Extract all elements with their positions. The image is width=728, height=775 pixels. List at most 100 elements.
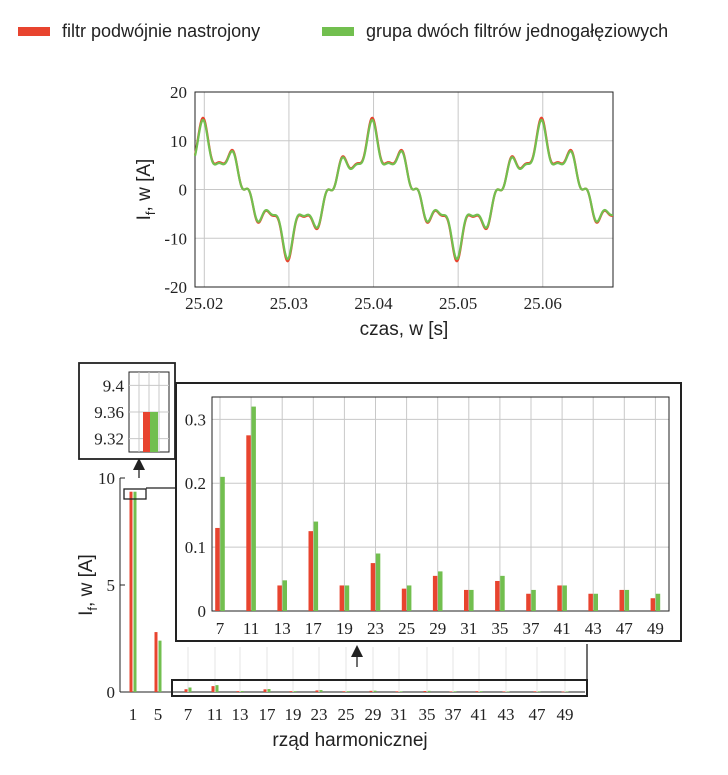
line-xtick-label: 25.06 <box>524 294 562 313</box>
bar-xtick-label: 43 <box>498 705 515 724</box>
bar-xtick-label: 13 <box>232 705 249 724</box>
bar-green-5 <box>158 640 162 692</box>
zoom-xtick-label: 25 <box>398 619 415 638</box>
zoom-xtick-label: 35 <box>491 619 508 638</box>
zoom-bar-red-41 <box>557 585 562 611</box>
zoom-xtick-label: 49 <box>647 619 664 638</box>
zoom-ytick-label: 0.3 <box>185 410 206 429</box>
line-ylabel-main: I <box>134 215 155 220</box>
zoom-ytick-label: 0.2 <box>185 474 206 493</box>
bar-xtick-label: 31 <box>391 705 408 724</box>
zoom-bar-green-43 <box>593 593 598 611</box>
zoom-bar-red-29 <box>432 575 438 611</box>
legend-label-double-tuned: filtr podwójnie nastrojony <box>62 20 261 41</box>
legend-label-two-single-branch: grupa dwóch filtrów jednogałęziowych <box>366 20 669 41</box>
bar-red-35 <box>423 690 427 692</box>
bar-xtick-label: 1 <box>129 705 138 724</box>
zoom-ytick-label: 0 <box>198 602 207 621</box>
bar-xtick-label: 23 <box>311 705 328 724</box>
bar-green-19 <box>293 691 297 692</box>
bar-red-37 <box>449 691 453 693</box>
zoom-bar-green-25 <box>406 585 412 611</box>
zoom-bar-green-7 <box>220 476 225 611</box>
zoom-ytick-label: 0.1 <box>185 538 206 557</box>
line-plot-frame <box>194 91 614 288</box>
zoom-xtick-label: 11 <box>243 619 259 638</box>
zoom-xtick-label: 31 <box>460 619 477 638</box>
bar-green-43 <box>506 691 510 693</box>
zoom-bar-green-31 <box>469 589 474 611</box>
zoom-bar-red-23 <box>370 563 376 611</box>
line-ytick-label: 20 <box>170 83 187 102</box>
bar-red-11 <box>211 686 215 692</box>
bar-ytick-label: 5 <box>107 576 116 595</box>
line-ytick-label: 0 <box>179 181 188 200</box>
bar-xtick-label: 41 <box>471 705 488 724</box>
inset-ytick-label: 9.4 <box>103 376 125 395</box>
zoom-bar-green-19 <box>344 585 350 611</box>
zoom-bar-green-35 <box>500 575 505 611</box>
bar-green-7 <box>188 687 192 692</box>
bar-xtick-label: 25 <box>338 705 355 724</box>
line-xtick-label: 25.03 <box>270 294 308 313</box>
bar-red-43 <box>502 691 506 693</box>
zoom-bar-red-19 <box>339 585 345 611</box>
line-xlabel: czas, w [s] <box>360 319 449 340</box>
legend-swatch-green <box>322 26 354 36</box>
line-xtick-label: 25.04 <box>354 294 393 313</box>
zoom-bar-red-35 <box>495 580 500 611</box>
zoom-bar-red-31 <box>464 589 469 611</box>
bar-xtick-label: 49 <box>557 705 574 724</box>
zoom-bar-red-11 <box>246 435 251 611</box>
bar-xlabel: rząd harmonicznej <box>272 730 427 751</box>
bar-xtick-label: 19 <box>285 705 302 724</box>
inset-bar-red <box>143 412 150 452</box>
bar-green-31 <box>399 691 403 692</box>
line-ytick-label: 10 <box>170 132 187 151</box>
zoom-bar-green-29 <box>438 571 443 611</box>
bar-red-1 <box>129 491 133 692</box>
bar-red-49 <box>561 691 565 693</box>
inset-ytick-label: 9.32 <box>94 430 124 449</box>
zoom-xtick-label: 47 <box>616 619 634 638</box>
zoom-bar-red-49 <box>650 598 656 611</box>
zoom-bar-red-37 <box>526 593 531 611</box>
bar-xtick-label: 29 <box>365 705 382 724</box>
zoom-bar-green-37 <box>531 589 536 611</box>
bar-xtick-label: 37 <box>445 705 463 724</box>
bar-green-37 <box>453 691 457 692</box>
bar-green-41 <box>479 691 483 692</box>
bar-red-5 <box>154 632 158 692</box>
bar-xtick-label: 17 <box>259 705 277 724</box>
bar-xtick-label: 35 <box>419 705 436 724</box>
line-ylabel-rest: , w [A] <box>134 159 155 212</box>
bar-red-23 <box>315 690 319 692</box>
bar-xtick-label: 47 <box>529 705 547 724</box>
zoom-bar-red-7 <box>215 527 220 611</box>
line-xtick-label: 25.02 <box>185 294 223 313</box>
zoom-bar-red-17 <box>308 531 313 611</box>
zoom-bar-green-47 <box>624 589 630 611</box>
line-ylabel: If, w [A] <box>134 159 158 221</box>
bar-red-31 <box>395 691 399 692</box>
bar-red-47 <box>533 691 537 692</box>
bar-green-11 <box>215 685 219 692</box>
highlight-box-h1 <box>123 488 147 500</box>
line-xtick-label: 25.05 <box>439 294 477 313</box>
legend-item-two-single-branch: grupa dwóch filtrów jednogałęziowych <box>322 20 668 42</box>
zoom-bar-green-11 <box>251 406 256 611</box>
bar-green-35 <box>427 690 431 692</box>
zoom-bar-green-41 <box>562 585 567 611</box>
line-ytick-label: -10 <box>164 229 187 248</box>
zoom-bar-red-25 <box>401 588 407 611</box>
zoom-xtick-label: 17 <box>305 619 323 638</box>
zoom-xtick-label: 19 <box>336 619 353 638</box>
bar-red-29 <box>369 690 373 692</box>
bar-ylabel-sub: f <box>85 607 100 611</box>
bar-green-25 <box>346 691 350 692</box>
inset-bar-green <box>150 412 158 452</box>
bar-green-47 <box>537 691 541 692</box>
bar-green-29 <box>373 690 377 692</box>
zoom-xtick-label: 7 <box>216 619 225 638</box>
bar-green-1 <box>133 491 137 692</box>
